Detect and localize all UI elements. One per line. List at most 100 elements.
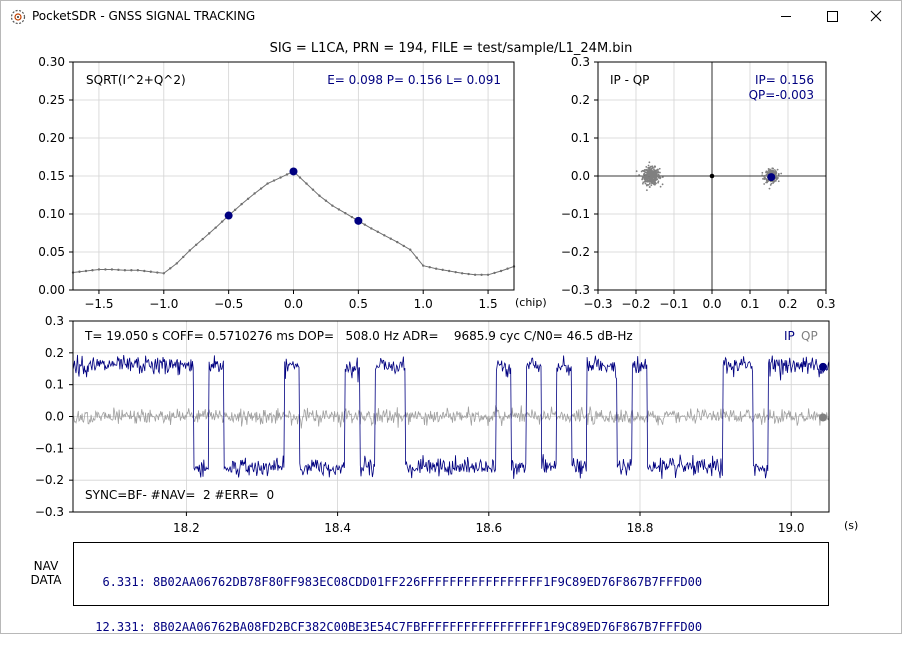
iq-scatter-point (650, 171, 653, 174)
iq-y-tick-label: −0.2 (561, 245, 590, 259)
iq-scatter-point (644, 180, 646, 182)
iq-scatter-point (642, 169, 645, 172)
iq-scatter-point (651, 166, 654, 169)
qp-trace (72, 404, 830, 429)
correlation-sample-point (149, 270, 153, 273)
correlation-sample-point (175, 262, 178, 265)
iq-scatter-point (640, 170, 643, 173)
iq-x-tick-label: −0.1 (659, 297, 688, 311)
correlation-sample-point (143, 269, 146, 273)
iq-scatter-point (761, 174, 764, 177)
correlation-x-tick-label: −1.0 (149, 297, 178, 311)
iq-scatter-point (772, 169, 774, 172)
correlation-sample-point (467, 272, 470, 276)
correlation-sample-point (91, 269, 94, 272)
correlation-y-tick-label: 0.25 (38, 93, 65, 107)
correlation-sample-point (422, 264, 425, 267)
iq-x-tick-label: 0.3 (816, 297, 835, 311)
correlation-sample-point (214, 226, 217, 229)
iq-scatter-point (650, 177, 653, 179)
iq-scatter-point (648, 177, 651, 180)
correlation-x-tick-label: 0.5 (349, 297, 368, 311)
iq-scatter-point (770, 169, 772, 172)
iq-scatter-point (765, 178, 767, 180)
time-y-tick-label: 0.3 (45, 314, 64, 328)
correlation-sample-point (136, 269, 140, 272)
correlation-y-tick-label: 0.30 (38, 55, 65, 69)
iq-scatter-point (777, 173, 780, 176)
time-x-unit: (s) (844, 519, 858, 532)
iq-scatter-point (654, 171, 657, 174)
iq-scatter-point (766, 180, 769, 183)
iq-scatter-point (772, 167, 775, 170)
iq-scatter-point (646, 179, 649, 182)
iq-scatter-point (654, 176, 657, 179)
correlation-sample-point (337, 208, 341, 211)
correlation-sample-point (396, 240, 399, 244)
iq-scatter-point (658, 167, 661, 170)
minimize-button[interactable] (763, 1, 809, 32)
iq-scatter-point (775, 171, 778, 174)
correlation-x-tick-label: 1.5 (479, 297, 498, 311)
iq-origin-marker (709, 173, 715, 179)
time-y-tick-label: 0.0 (45, 410, 64, 424)
iq-scatter-point (659, 171, 661, 174)
iq-scatter-point (661, 183, 664, 186)
iq-y-tick-label: −0.1 (561, 207, 590, 221)
header-title: SIG = L1CA, PRN = 194, FILE = test/sampl… (270, 41, 633, 56)
close-button[interactable] (853, 1, 899, 32)
iq-label: IP - QP (610, 73, 649, 87)
iq-scatter-point (657, 180, 660, 183)
iq-scatter-point (647, 172, 650, 174)
time-y-tick-label: −0.3 (35, 505, 64, 519)
correlation-sample-point (182, 255, 185, 259)
iq-scatter-point (653, 176, 655, 179)
iq-scatter-point (651, 165, 654, 168)
iq-scatter-point (776, 168, 779, 171)
correlation-sample-point (195, 243, 198, 246)
correlation-y-ticks: 0.00 0.05 0.10 0.15 0.20 0.25 0.30 (38, 55, 73, 297)
correlation-sample-point (201, 237, 204, 241)
maximize-button[interactable] (809, 1, 855, 32)
correlation-x-tick-label: 1.0 (414, 297, 433, 311)
correlation-sample-point (331, 204, 334, 207)
correlation-sample-point (428, 266, 431, 269)
iq-scatter (598, 62, 826, 290)
time-x-tick-label: 18.4 (324, 521, 351, 535)
iq-scatter-point (638, 174, 641, 176)
correlation-sample-point (220, 220, 224, 223)
correlation-sample-point (499, 269, 503, 273)
iq-x-ticks: −0.3 −0.2 −0.1 0.0 0.1 0.2 0.3 (583, 290, 836, 311)
legend-ip: IP (784, 329, 795, 343)
iq-scatter-point (648, 167, 651, 170)
iq-scatter-point (649, 178, 652, 181)
correlation-sample-point (104, 268, 107, 271)
correlation-sample-point (324, 199, 328, 202)
iq-scatter-point (648, 161, 651, 164)
iq-scatter-point (657, 181, 659, 184)
correlation-sample-point (363, 223, 367, 226)
iq-scatter-point (656, 168, 659, 171)
correlation-sample-point (318, 194, 321, 197)
iq-y-tick-label: 0.2 (571, 93, 590, 107)
iq-scatter-point (648, 179, 651, 182)
correlation-sample-point (350, 215, 354, 219)
correlation-sample-point (188, 249, 191, 252)
correlation-sample-point (402, 244, 405, 248)
iq-scatter-point (646, 183, 649, 186)
iq-scatter-point (652, 166, 655, 169)
correlation-sample-point (480, 273, 483, 276)
time-y-tick-label: 0.2 (45, 346, 64, 360)
iq-scatter-point (771, 170, 774, 173)
iq-scatter-point (655, 169, 657, 172)
correlation-x-tick-label: −0.5 (214, 297, 243, 311)
correlation-y-tick-label: 0.15 (38, 169, 65, 183)
title-bar[interactable]: PocketSDR - GNSS SIGNAL TRACKING (1, 1, 901, 32)
iq-scatter-point (764, 174, 767, 177)
iq-y-tick-label: 0.3 (571, 55, 590, 69)
iq-scatter-point (642, 181, 645, 184)
iq-scatter-point (645, 166, 648, 168)
iq-scatter-point (644, 182, 647, 185)
iq-scatter-point (763, 183, 766, 185)
correlation-sample-point (162, 272, 165, 275)
